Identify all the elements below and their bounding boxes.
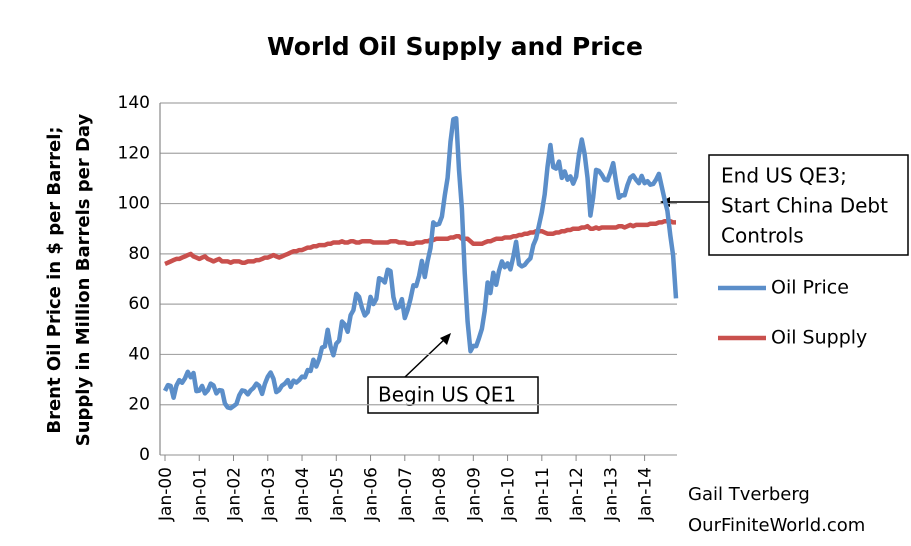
y-tick-label: 100 — [118, 194, 150, 214]
y-tick-label: 140 — [118, 93, 150, 113]
y-tick-label: 60 — [128, 294, 150, 314]
x-tick-label: Jan-02 — [225, 467, 245, 522]
x-tick-label: Jan-08 — [430, 467, 450, 522]
annotation-box — [367, 376, 539, 414]
y-axis-label: Brent Oil Price in $ per Barrel; — [44, 126, 65, 433]
x-tick-label: Jan-11 — [533, 467, 553, 522]
legend-label: Oil Supply — [771, 327, 867, 349]
x-tick-label: Jan-14 — [636, 467, 656, 522]
chart-title: World Oil Supply and Price — [267, 32, 643, 61]
x-tick-label: Jan-05 — [327, 467, 347, 522]
annotation-arrow — [404, 336, 448, 378]
x-tick-label: Jan-07 — [396, 467, 416, 522]
x-tick-label: Jan-06 — [362, 467, 382, 522]
y-axis-label: Supply in Million Barrels per Day — [73, 113, 94, 446]
series-line — [164, 218, 676, 266]
x-tick-label: Jan-13 — [601, 467, 621, 522]
x-tick-label: Jan-09 — [464, 467, 484, 522]
x-tick-label: Jan-10 — [499, 467, 519, 522]
annotation-text: End US QE3; — [721, 164, 847, 188]
y-tick-label: 40 — [128, 344, 150, 364]
x-tick-label: Jan-04 — [293, 467, 313, 522]
series-line — [162, 116, 679, 411]
annotation-box — [708, 154, 909, 256]
x-tick-label: Jan-12 — [567, 467, 587, 522]
y-tick-label: 20 — [128, 395, 150, 415]
x-tick-label: Jan-01 — [190, 467, 210, 522]
y-tick-label: 0 — [139, 445, 150, 465]
annotation-text: Begin US QE1 — [378, 383, 516, 407]
x-tick-label: Jan-03 — [259, 467, 279, 522]
credit: Gail Tverberg — [688, 484, 810, 505]
annotation-text: Start China Debt — [721, 194, 888, 218]
annotation-text: Controls — [721, 224, 804, 248]
arrow-head — [440, 333, 451, 345]
y-tick-label: 80 — [128, 244, 150, 264]
y-tick-label: 120 — [118, 143, 150, 163]
legend-label: Oil Price — [771, 277, 849, 299]
credit: OurFiniteWorld.com — [688, 515, 865, 536]
x-tick-label: Jan-00 — [156, 467, 176, 522]
